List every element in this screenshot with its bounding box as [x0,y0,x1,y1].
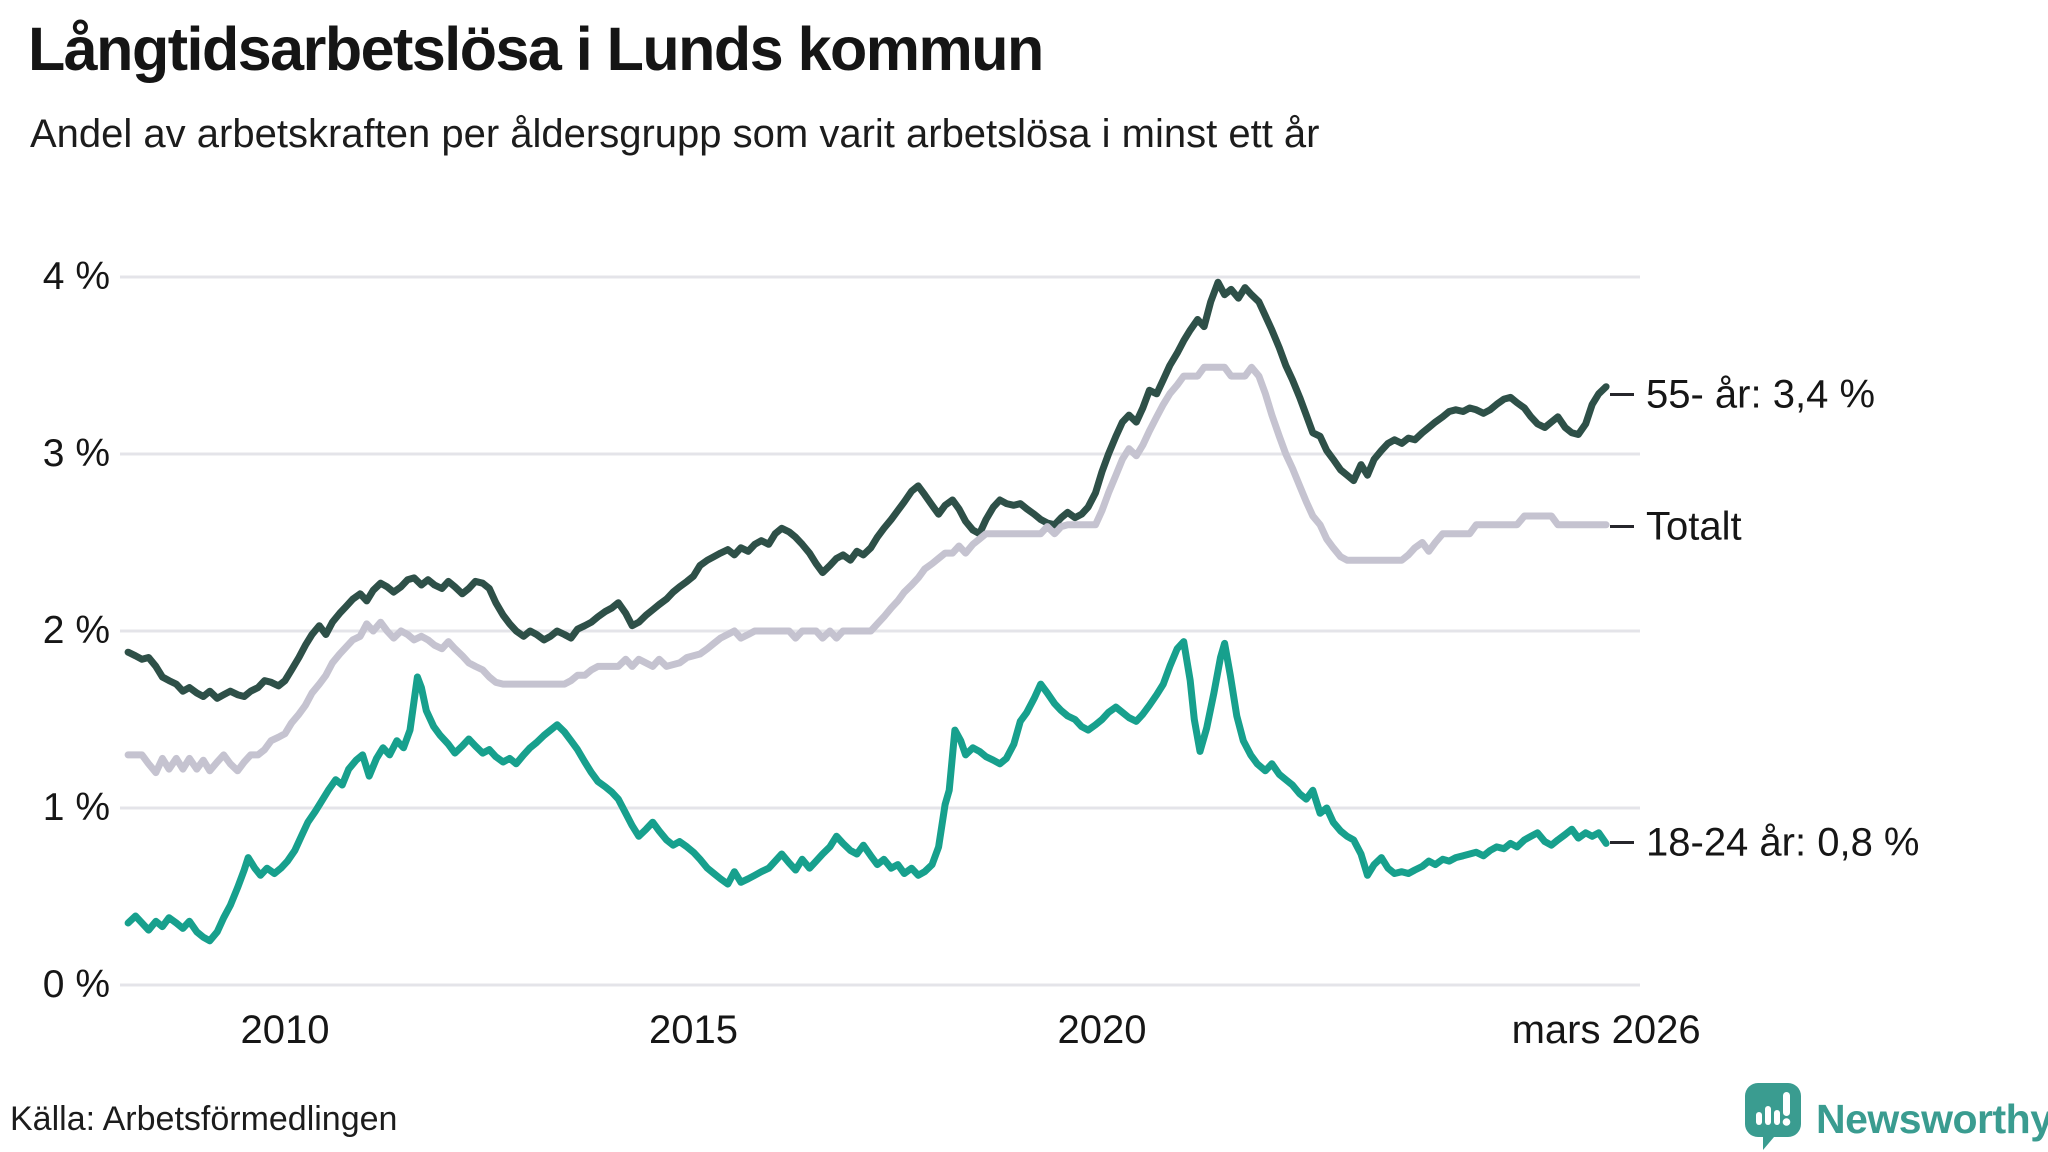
series-line-18-24-r [124,638,1610,945]
x-axis-label-2020: 2020 [1057,1008,1147,1052]
newsworthy-logo-icon [1744,1082,1802,1152]
end-label-dash-3 [1610,841,1634,845]
newsworthy-wordmark: Newsworthy [1816,1096,2048,1142]
x-axis-label-2015: 2015 [649,1008,738,1052]
end-label-dash-2 [1610,524,1634,528]
page-title: Långtidsarbetslösa i Lunds kommun [28,15,1044,83]
y-axis-label-0pct: 0 % [42,963,110,1006]
series-end-label-2: Totalt [1646,504,1742,549]
y-axis-label-1pct: 1 % [42,786,110,829]
end-label-dash-1 [1610,393,1634,397]
series-line-totalt [124,363,1610,777]
newsworthy-brand: Newsworthy [1744,1082,2048,1152]
chart-subtitle: Andel av arbetskraften per åldersgrupp s… [30,112,1320,156]
series-end-label-1: 55- år: 3,4 % [1646,372,1876,417]
x-axis-label-mars-2026: mars 2026 [1511,1008,1701,1052]
x-axis-label-2010: 2010 [240,1008,330,1052]
y-axis-label-2pct: 2 % [42,609,110,652]
y-axis-label-4pct: 4 % [42,255,110,298]
series-line-55-r [124,278,1610,702]
y-axis-label-3pct: 3 % [42,432,110,475]
source-note: Källa: Arbetsförmedlingen [10,1100,398,1138]
series-end-label-3: 18-24 år: 0,8 % [1646,820,1920,865]
